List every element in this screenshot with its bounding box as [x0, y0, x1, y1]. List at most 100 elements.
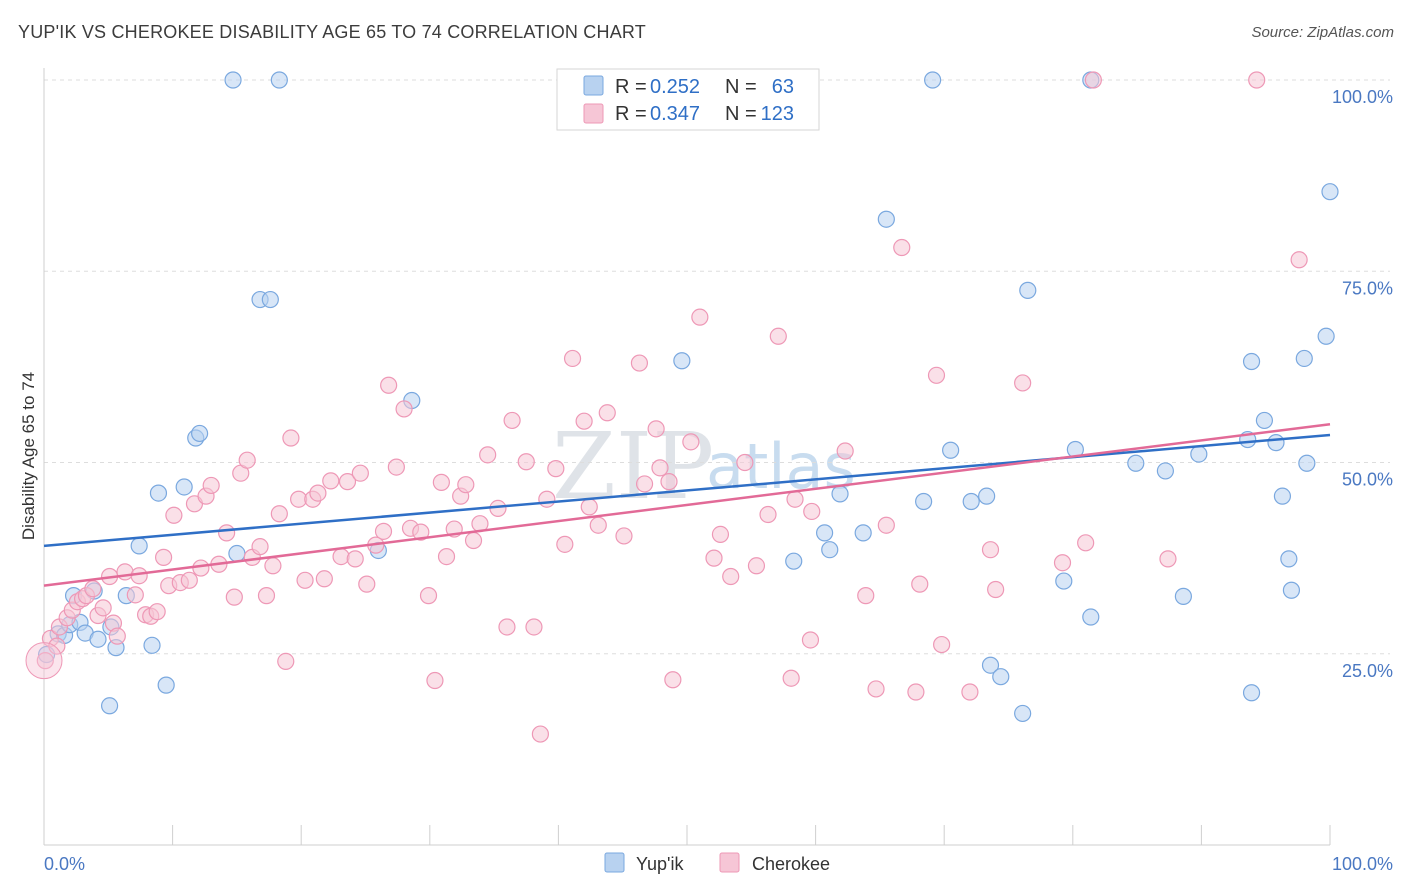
cherokee-point: [315, 570, 333, 588]
yupik-point: [1298, 454, 1316, 472]
cherokee-point: [432, 473, 450, 491]
cherokee-point: [786, 490, 804, 508]
cherokee-point: [1248, 71, 1266, 89]
cherokee-point: [322, 472, 340, 490]
cherokee-point: [48, 637, 66, 655]
cherokee-point: [525, 618, 543, 636]
cherokee-point: [148, 603, 166, 621]
y-tick-label: 75.0%: [1342, 278, 1393, 298]
x-tick-label-min: 0.0%: [44, 854, 85, 874]
yupik-point: [877, 210, 895, 228]
watermark-zip: ZIP: [552, 413, 714, 520]
cherokee-point: [395, 400, 413, 418]
cherokee-point: [380, 376, 398, 394]
watermark-atlas: atlas: [706, 430, 856, 503]
cherokee-point: [580, 498, 598, 516]
legend-r-label-yupik: R =: [615, 76, 647, 98]
cherokee-point: [747, 557, 766, 575]
cherokee-point: [705, 549, 723, 567]
cherokee-point: [575, 412, 593, 430]
cherokee-point: [1084, 71, 1102, 89]
yupik-point: [1273, 487, 1292, 505]
legend-r-value-cherokee: 0.347: [650, 103, 700, 125]
yupik-point: [962, 492, 980, 511]
yupik-point: [992, 668, 1010, 686]
yupik-point: [785, 552, 803, 570]
watermark: ZIP atlas: [552, 413, 856, 520]
yupik-point: [1321, 183, 1339, 201]
yupik-point: [1255, 411, 1274, 430]
cherokee-point: [927, 366, 946, 384]
yupik-point: [978, 487, 996, 505]
cherokee-point: [374, 522, 393, 540]
cherokee-point: [736, 453, 754, 472]
cherokee-point: [1053, 554, 1072, 572]
cherokee-point: [257, 587, 276, 605]
cherokee-point: [911, 575, 929, 593]
cherokee-point: [630, 354, 649, 372]
bottom-legend-swatch-cherokee: [719, 852, 740, 873]
legend-n-label-cherokee: N =: [725, 103, 757, 125]
cherokee-point: [517, 453, 535, 471]
trend-lines: [43, 423, 1331, 587]
cherokee-point: [1014, 374, 1032, 392]
cherokee-point: [351, 464, 369, 482]
yupik-point: [100, 697, 119, 715]
legend-swatch-cherokee: [583, 103, 604, 124]
cherokee-point: [556, 535, 574, 553]
cherokee-point: [877, 516, 895, 534]
series-legend: Yup'ik Cherokee: [604, 852, 830, 874]
y-axis-title: Disability Age 65 to 74: [19, 372, 38, 540]
chart-title: YUP'IK VS CHEROKEE DISABILITY AGE 65 TO …: [18, 22, 646, 42]
cherokee-point: [498, 618, 516, 636]
bottom-legend-label-cherokee: Cherokee: [752, 854, 830, 874]
cherokee-point: [759, 505, 777, 524]
yupik-point: [1242, 684, 1261, 702]
yupik-point: [831, 485, 849, 503]
cherokee-point: [664, 671, 682, 689]
yupik-point: [1127, 454, 1145, 472]
cherokee-point: [933, 635, 951, 654]
yupik-point: [1267, 434, 1285, 452]
cherokee-point: [801, 631, 820, 649]
cherokee-point: [464, 531, 483, 550]
cherokee-point: [338, 473, 357, 491]
cherokee-point: [332, 547, 350, 566]
yupik-point: [854, 524, 872, 542]
cherokee-point: [180, 571, 198, 589]
cherokee-point: [589, 516, 607, 534]
cherokee-point: [36, 652, 54, 670]
cherokee-point: [218, 524, 236, 542]
cherokee-point: [867, 680, 885, 698]
y-tick-label: 50.0%: [1342, 470, 1393, 490]
y-tick-labels: 25.0% 50.0% 75.0% 100.0%: [1332, 87, 1393, 681]
yupik-point: [673, 352, 691, 370]
yupik-point: [1280, 550, 1298, 568]
cherokee-point: [836, 442, 854, 460]
cherokee-point: [538, 490, 556, 508]
cherokee-point: [1159, 550, 1177, 568]
cherokee-point: [238, 451, 256, 469]
yupik-point: [1082, 608, 1100, 626]
cherokee-point: [981, 541, 1000, 559]
cherokee-point: [961, 683, 979, 701]
cherokee-point: [682, 433, 700, 451]
cherokee-point: [503, 411, 521, 430]
yupik-point: [224, 71, 242, 89]
cherokee-point: [277, 652, 295, 671]
yupik-point: [149, 484, 168, 502]
cherokee-point: [126, 586, 144, 604]
cherokee-point: [412, 523, 430, 541]
cherokee-point: [615, 527, 633, 545]
cherokee-point: [857, 587, 875, 605]
cherokee-point: [270, 505, 288, 523]
yupik-point: [143, 636, 161, 654]
yupik-trend-line: [43, 433, 1331, 548]
cherokee-point: [635, 475, 654, 493]
yupik-point: [1174, 587, 1192, 605]
yupik-point: [1190, 445, 1208, 463]
cherokee-point: [165, 506, 183, 524]
cherokee-point: [437, 547, 456, 566]
stats-legend: R = 0.252 N = 63 R = 0.347 N = 123: [556, 68, 820, 131]
